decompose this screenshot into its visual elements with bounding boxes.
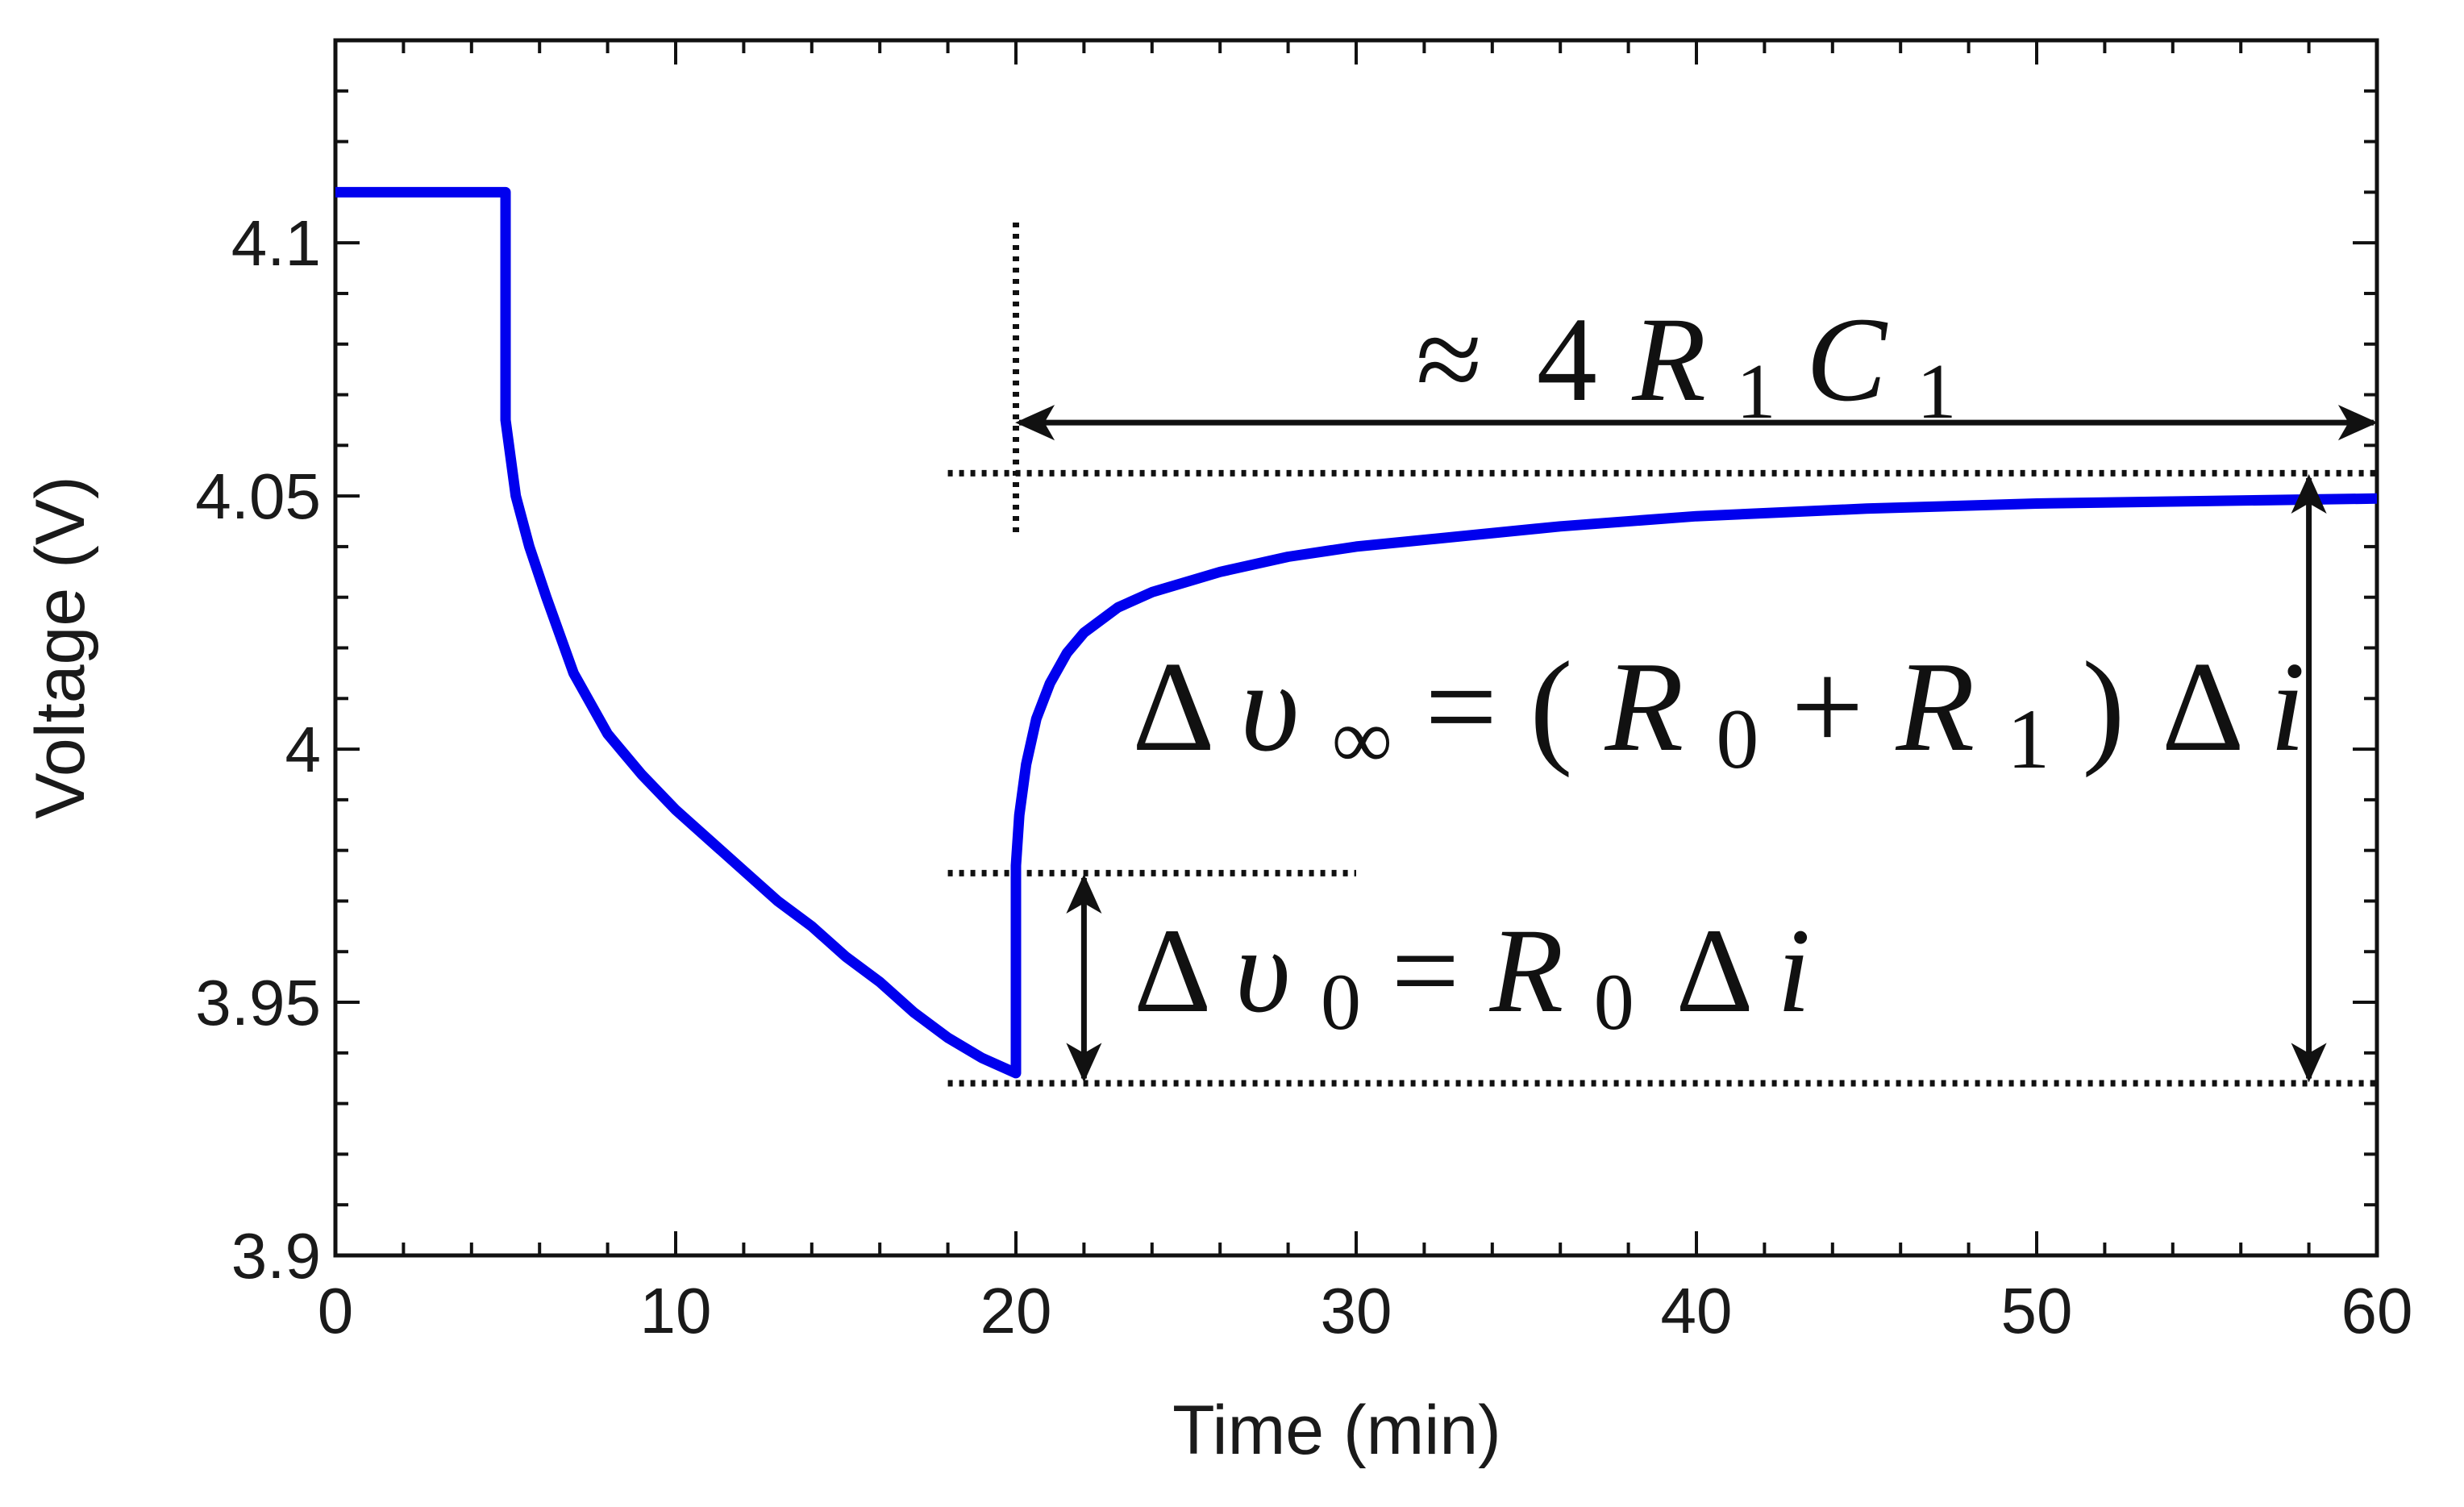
axis-ticks (334, 39, 2379, 1257)
x-tick-label: 10 (640, 1275, 712, 1347)
delta-v0-label: Δ υ 0 = R 0 Δ i (1134, 904, 1811, 1055)
voltage-curve (335, 186, 2378, 1079)
x-tick-label: 40 (1661, 1275, 1733, 1347)
x-axis-title: Time (min) (1172, 1392, 1501, 1469)
y-axis-title: Voltage (V) (22, 476, 99, 818)
y-tick-label: 4.05 (195, 460, 321, 532)
plot-frame (333, 38, 2379, 1258)
y-tick-label: 4.1 (231, 207, 321, 279)
x-tick-label: 50 (2001, 1275, 2073, 1347)
y-tick-label: 4 (285, 714, 322, 785)
x-tick-label: 0 (318, 1275, 354, 1347)
y-tick-label: 3.9 (231, 1220, 321, 1292)
x-tick-label: 20 (980, 1275, 1052, 1347)
x-tick-label: 30 (1321, 1275, 1392, 1347)
time-constant-label: ≈ 4 R 1 C 1 (1416, 293, 1957, 444)
axis-tick-labels: 0 10 20 30 40 50 60 3.9 3.95 4 4.05 4.1 (195, 207, 2412, 1347)
x-tick-label: 60 (2341, 1275, 2413, 1347)
y-tick-label: 3.95 (195, 967, 321, 1039)
delta-v-infinity-label: Δ υ ∞ = ( R 0 + R 1 ) Δ i (1132, 635, 2305, 796)
annotation-arrows (1015, 405, 2378, 1083)
